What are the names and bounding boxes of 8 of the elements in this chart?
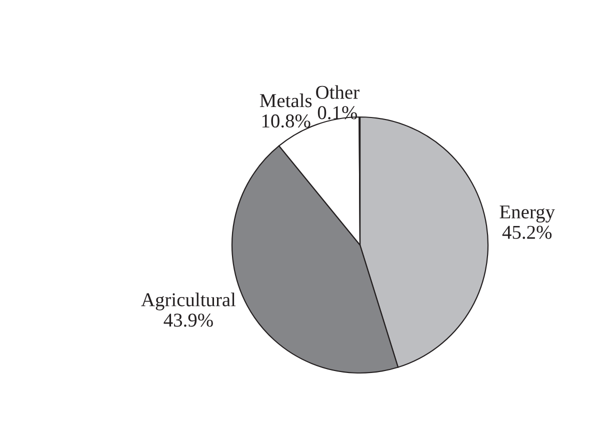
data-label: 45.2%: [502, 226, 552, 239]
data-label: 10.8%: [262, 114, 310, 128]
slice-label: Energy: [500, 206, 555, 222]
slice-label: Metals: [260, 94, 312, 108]
data-label: 43.9%: [164, 314, 213, 327]
slice-label: Agricultural: [141, 292, 236, 310]
data-label: 0.1%: [318, 106, 358, 120]
slice-label: Other: [316, 85, 360, 99]
